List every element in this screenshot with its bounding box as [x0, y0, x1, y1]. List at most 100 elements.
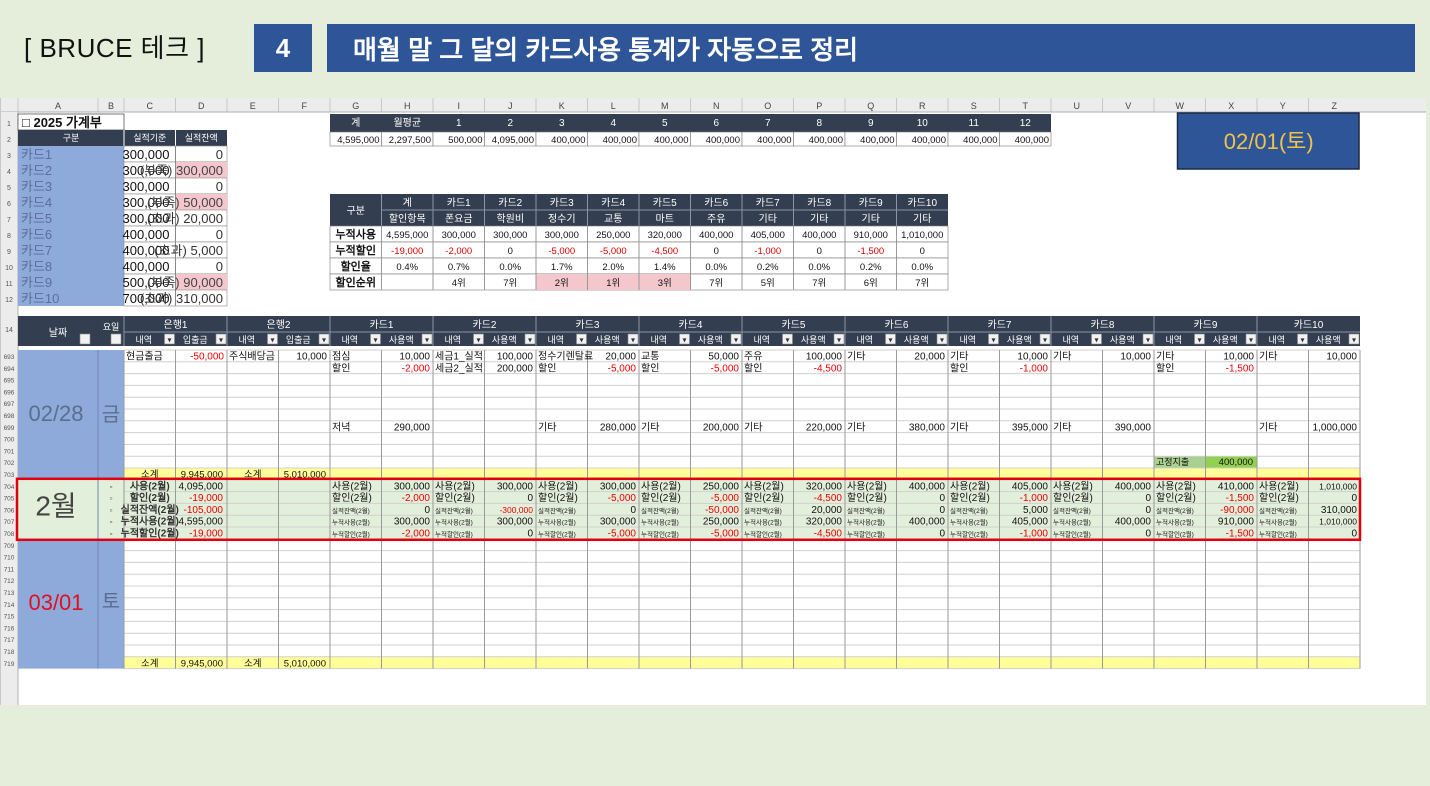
row-number: 11 [5, 281, 12, 288]
entry-amount: 220,000 [806, 422, 843, 433]
entry-amount: 10,000 [296, 352, 327, 363]
filter-dropdown-button[interactable] [1297, 333, 1308, 345]
filter-dropdown-button[interactable] [164, 333, 175, 345]
filter-dropdown-button[interactable] [370, 333, 381, 345]
entry-description: 기타 [641, 421, 659, 433]
filter-dropdown-button[interactable] [267, 333, 278, 345]
date-badge-bg [1176, 112, 1360, 170]
row-number: 703 [4, 472, 15, 479]
column-header-h: H [404, 101, 411, 111]
card-name: 카드8 [21, 259, 52, 274]
column-header-c: C [147, 101, 154, 111]
summary-card-label: 할인(2월) [435, 492, 475, 504]
monthly-header-cell [536, 114, 588, 132]
discount-subheader-label: 기타 [913, 213, 931, 225]
chevron-down-icon: ▾ [579, 336, 583, 345]
summary-card-label: 할인(2월) [641, 492, 681, 504]
entry-description: 기타 [950, 351, 968, 363]
summary-card-value: 0 [1145, 505, 1151, 516]
entry-description: 기타 [1259, 421, 1277, 433]
filter-dropdown-button[interactable] [679, 333, 690, 345]
summary-card-value: 320,000 [806, 481, 843, 492]
summary-card-value: -50,000 [705, 505, 739, 516]
log-subheader: 내역 [547, 335, 564, 345]
filter-dropdown-button[interactable] [885, 333, 896, 345]
spreadsheet-grid[interactable]: A B C D E F G H I J K L M N O P Q R S T U V W X Y Z12345678910111… [1, 98, 1426, 705]
filter-dropdown-button[interactable] [110, 333, 122, 345]
filter-dropdown-button[interactable] [782, 333, 793, 345]
filter-dropdown-button[interactable] [1194, 333, 1205, 345]
row-number: 704 [4, 484, 15, 491]
card-base-value: 400,000 [123, 259, 170, 274]
entry-description: 점심 [332, 351, 350, 363]
summary-marker: ▫ [110, 518, 113, 527]
filter-dropdown-button[interactable] [576, 333, 587, 345]
summary-card-label: 누적할인(2월) [435, 530, 473, 539]
filter-dropdown-button[interactable] [473, 333, 484, 345]
column-header-x: X [1228, 101, 1234, 111]
filter-dropdown-button[interactable] [936, 333, 948, 345]
monthly-value: 400,000 [809, 135, 843, 146]
discount-header-label: 카드9 [859, 197, 883, 209]
summary-bank-value: 4,595,000 [179, 517, 224, 528]
row-number: 694 [4, 366, 15, 373]
discount-value: 0.2% [757, 262, 779, 273]
entry-amount: 390,000 [1115, 422, 1152, 433]
row-number: 717 [4, 637, 15, 644]
day-weekday: 금 [102, 404, 120, 426]
filter-dropdown-button[interactable] [627, 333, 639, 345]
entry-description: 기타 [1156, 351, 1174, 363]
summary-card-value: 250,000 [703, 517, 740, 528]
row-number: 709 [4, 543, 15, 550]
discount-value: -2,000 [445, 246, 472, 257]
row-number: 707 [4, 519, 15, 526]
entry-description: 할인 [950, 362, 968, 374]
summary-card-label: 실적잔액(2월) [1053, 506, 1091, 515]
column-header-o: O [764, 101, 771, 111]
filter-dropdown-button[interactable] [1142, 333, 1154, 345]
filter-dropdown-button[interactable] [1091, 333, 1102, 345]
filter-dropdown-button[interactable] [79, 333, 91, 345]
card-base-value: 300,000 [123, 195, 170, 210]
filter-dropdown-button[interactable] [1348, 333, 1360, 345]
discount-value: -1,500 [857, 246, 884, 257]
row-number: 711 [4, 566, 15, 573]
card-name-cell [18, 258, 124, 274]
summary-card-value: 5,000 [1023, 505, 1048, 516]
filter-dropdown-button[interactable] [730, 333, 742, 345]
log-group-header: 카드1 [370, 319, 394, 331]
discount-row-label: 할인순위 [336, 275, 376, 289]
summary-card-value: 0 [527, 493, 533, 504]
summary-card-value: 0 [939, 529, 945, 540]
entry-description: 기타 [950, 421, 968, 433]
monthly-header: 9 [868, 118, 874, 129]
filter-dropdown-button[interactable] [1245, 333, 1257, 345]
filter-dropdown-button[interactable] [421, 333, 433, 345]
log-subheader: 사용액 [492, 334, 517, 345]
summary-card-label: 할인(2월) [332, 492, 372, 504]
spreadsheet[interactable]: A B C D E F G H I J K L M N O P Q R S T U V W X Y Z 1 2 3 4 5 6 7 8 9 10 11 1… [0, 98, 1426, 705]
entry-description: 기타 [847, 421, 865, 433]
row-number: 14 [5, 327, 13, 334]
filter-dropdown-button[interactable] [833, 333, 845, 345]
rank-highlight [587, 274, 639, 290]
filter-dropdown-button[interactable] [524, 333, 536, 345]
chevron-down-icon: ▾ [219, 336, 223, 345]
filter-dropdown-button[interactable] [215, 333, 227, 345]
filter-dropdown-button[interactable] [318, 333, 330, 345]
filter-dropdown-button[interactable] [988, 333, 999, 345]
summary-card-label: 사용(2월) [744, 480, 784, 492]
filter-dropdown-button[interactable] [1039, 333, 1051, 345]
row-number: 705 [4, 496, 15, 503]
summary-card-label: 할인(2월) [1053, 492, 1093, 504]
discount-value: 0.4% [396, 262, 418, 273]
day-date: 03/01 [28, 590, 83, 615]
discount-value: 7위 [915, 277, 929, 289]
row-number: 8 [7, 233, 11, 240]
card-name: 카드1 [21, 147, 52, 162]
entry-amount: -1,000 [1020, 363, 1049, 374]
monthly-header: 6 [713, 118, 719, 129]
row-number: 701 [4, 448, 15, 455]
summary-card-value: -1,000 [1020, 493, 1049, 504]
monthly-value-cell [999, 131, 1052, 147]
